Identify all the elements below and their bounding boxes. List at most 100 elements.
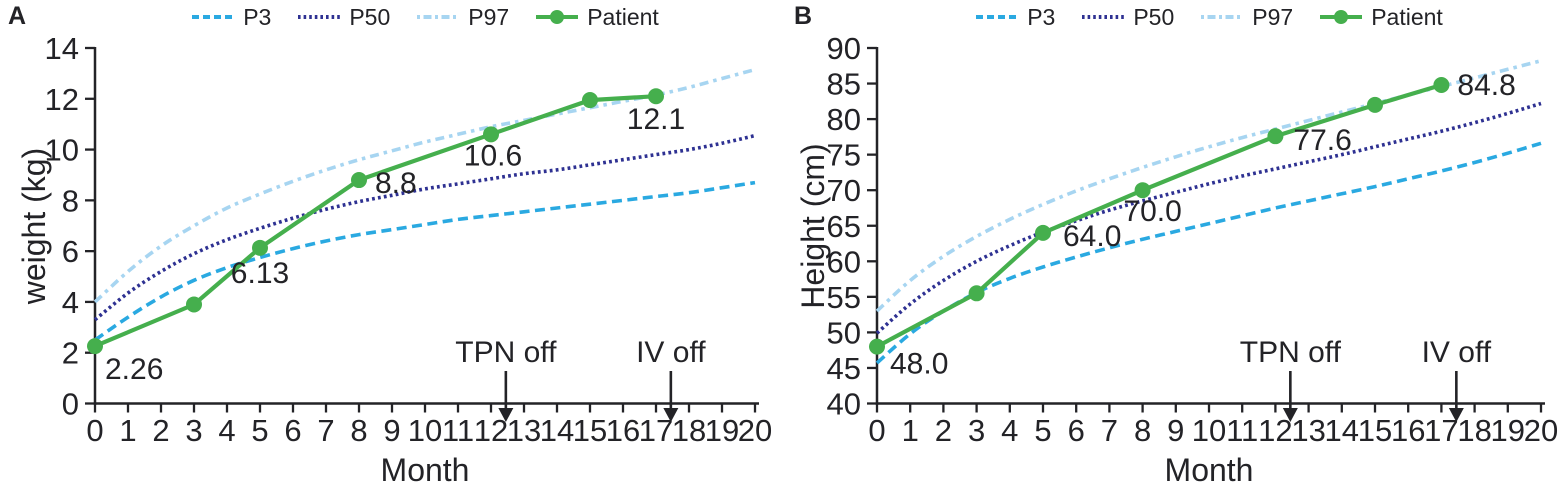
x-tick-label: 18 <box>672 413 706 448</box>
x-tick-label: 12 <box>1258 413 1292 448</box>
x-tick-label: 16 <box>1391 413 1425 448</box>
x-tick-label: 6 <box>1068 413 1085 448</box>
y-axis-title-height: Height (cm) <box>795 143 831 309</box>
series-p3-line <box>93 180 756 342</box>
x-tick-label: 10 <box>1192 413 1226 448</box>
event-annotation-text: IV off <box>636 336 706 369</box>
x-tick-label: 2 <box>152 413 169 448</box>
patient-point-label: 12.1 <box>627 103 685 136</box>
legend-item-p3: P3 <box>975 4 1055 31</box>
legend-label-p50: P50 <box>1133 3 1175 30</box>
x-tick-label: 11 <box>1226 413 1258 448</box>
patient-point-label: 77.6 <box>1293 124 1351 157</box>
patient-point-marker <box>252 239 268 256</box>
series-patient-line <box>94 94 657 349</box>
p3-dashed-line-icon <box>192 15 235 19</box>
p3-dashed-line-icon <box>976 15 1019 19</box>
patient-point-marker <box>869 338 885 355</box>
y-tick-label: 50 <box>827 315 861 350</box>
x-tick-label: 15 <box>1358 413 1392 448</box>
legend-label-patient: Patient <box>587 3 659 30</box>
x-tick-label: 13 <box>507 413 541 448</box>
patient-point-marker <box>483 126 499 143</box>
patient-point-label: 48.0 <box>890 348 948 381</box>
x-tick-label: 3 <box>185 413 202 448</box>
x-tick-label: 0 <box>86 413 103 448</box>
y-tick-label: 12 <box>45 82 79 117</box>
patient-point-label: 70.0 <box>1123 195 1181 228</box>
patient-point-marker <box>1035 224 1051 241</box>
x-tick-label: 15 <box>573 413 607 448</box>
series-p97-line <box>875 59 1542 313</box>
legend-panel-a: P3 P50 P97 Patient <box>95 4 755 30</box>
patient-point-marker <box>1367 96 1383 113</box>
y-tick-label: 55 <box>827 280 861 315</box>
legend-item-p50: P50 <box>1081 4 1174 31</box>
y-tick-label: 40 <box>827 387 861 422</box>
x-tick-label: 19 <box>1491 413 1525 448</box>
x-tick-label: 2 <box>935 413 952 448</box>
legend-item-patient: Patient <box>1319 4 1443 31</box>
y-tick-label: 60 <box>827 244 861 279</box>
series-p97-line <box>93 67 756 304</box>
event-annotation-text: TPN off <box>1240 336 1342 369</box>
y-tick-label: 80 <box>827 102 861 137</box>
x-axis-title-month-a: Month <box>380 452 470 488</box>
x-tick-label: 12 <box>474 413 508 448</box>
p50-dotted-line-icon <box>298 15 341 19</box>
event-annotation-arrowhead <box>1448 408 1464 422</box>
legend-label-patient: Patient <box>1371 3 1443 30</box>
y-tick-label: 0 <box>62 387 79 422</box>
patient-point-label: 6.13 <box>231 257 289 290</box>
legend-item-p97: P97 <box>1200 4 1293 31</box>
patient-point-label: 10.6 <box>464 139 522 172</box>
x-tick-label: 1 <box>119 413 136 448</box>
legend-panel-b: P3 P50 P97 Patient <box>877 4 1541 30</box>
event-annotation-text: TPN off <box>455 336 557 369</box>
y-tick-label: 70 <box>827 173 861 208</box>
x-tick-label: 7 <box>317 413 334 448</box>
y-tick-label: 14 <box>45 31 79 66</box>
patient-point-label: 2.26 <box>105 353 163 386</box>
patient-point-label: 8.8 <box>375 167 417 200</box>
x-tick-label: 9 <box>1167 413 1184 448</box>
patient-point-marker <box>1134 182 1151 199</box>
patient-point-marker <box>1433 76 1450 93</box>
x-tick-label: 16 <box>606 413 640 448</box>
patient-point-marker <box>351 172 367 189</box>
x-tick-label: 4 <box>1001 413 1018 448</box>
y-tick-label: 6 <box>62 234 79 269</box>
x-tick-label: 18 <box>1457 413 1491 448</box>
y-tick-label: 8 <box>62 183 79 218</box>
x-tick-label: 7 <box>1101 413 1118 448</box>
x-tick-label: 13 <box>1291 413 1325 448</box>
x-axis-title-month-b: Month <box>1164 452 1254 488</box>
x-tick-label: 1 <box>902 413 919 448</box>
legend-item-patient: Patient <box>535 4 659 31</box>
panel-b-label: B <box>794 2 813 30</box>
patient-point-marker <box>87 338 103 355</box>
y-tick-label: 75 <box>827 138 861 173</box>
y-tick-label: 65 <box>827 209 861 244</box>
x-tick-label: 0 <box>868 413 885 448</box>
series-p3-line <box>875 141 1542 365</box>
x-tick-label: 8 <box>1134 413 1151 448</box>
y-axis-title-weight: weight (kg) <box>16 147 52 305</box>
patient-line-marker-icon <box>536 10 579 24</box>
series-p50-line <box>93 133 756 322</box>
x-tick-label: 9 <box>383 413 400 448</box>
p50-dotted-line-icon <box>1082 15 1125 19</box>
patient-point-label: 64.0 <box>1063 220 1121 253</box>
patient-point-label: 84.8 <box>1457 69 1515 102</box>
x-tick-label: 6 <box>284 413 301 448</box>
legend-label-p97: P97 <box>1252 3 1294 30</box>
x-tick-label: 20 <box>738 413 772 448</box>
p97-dashdot-line-icon <box>1201 15 1244 19</box>
x-tick-label: 17 <box>1424 413 1458 448</box>
legend-label-p3: P3 <box>243 3 272 30</box>
x-tick-label: 14 <box>540 413 574 448</box>
legend-label-p50: P50 <box>349 3 391 30</box>
x-tick-label: 5 <box>251 413 268 448</box>
event-annotation-arrowhead <box>663 408 679 422</box>
